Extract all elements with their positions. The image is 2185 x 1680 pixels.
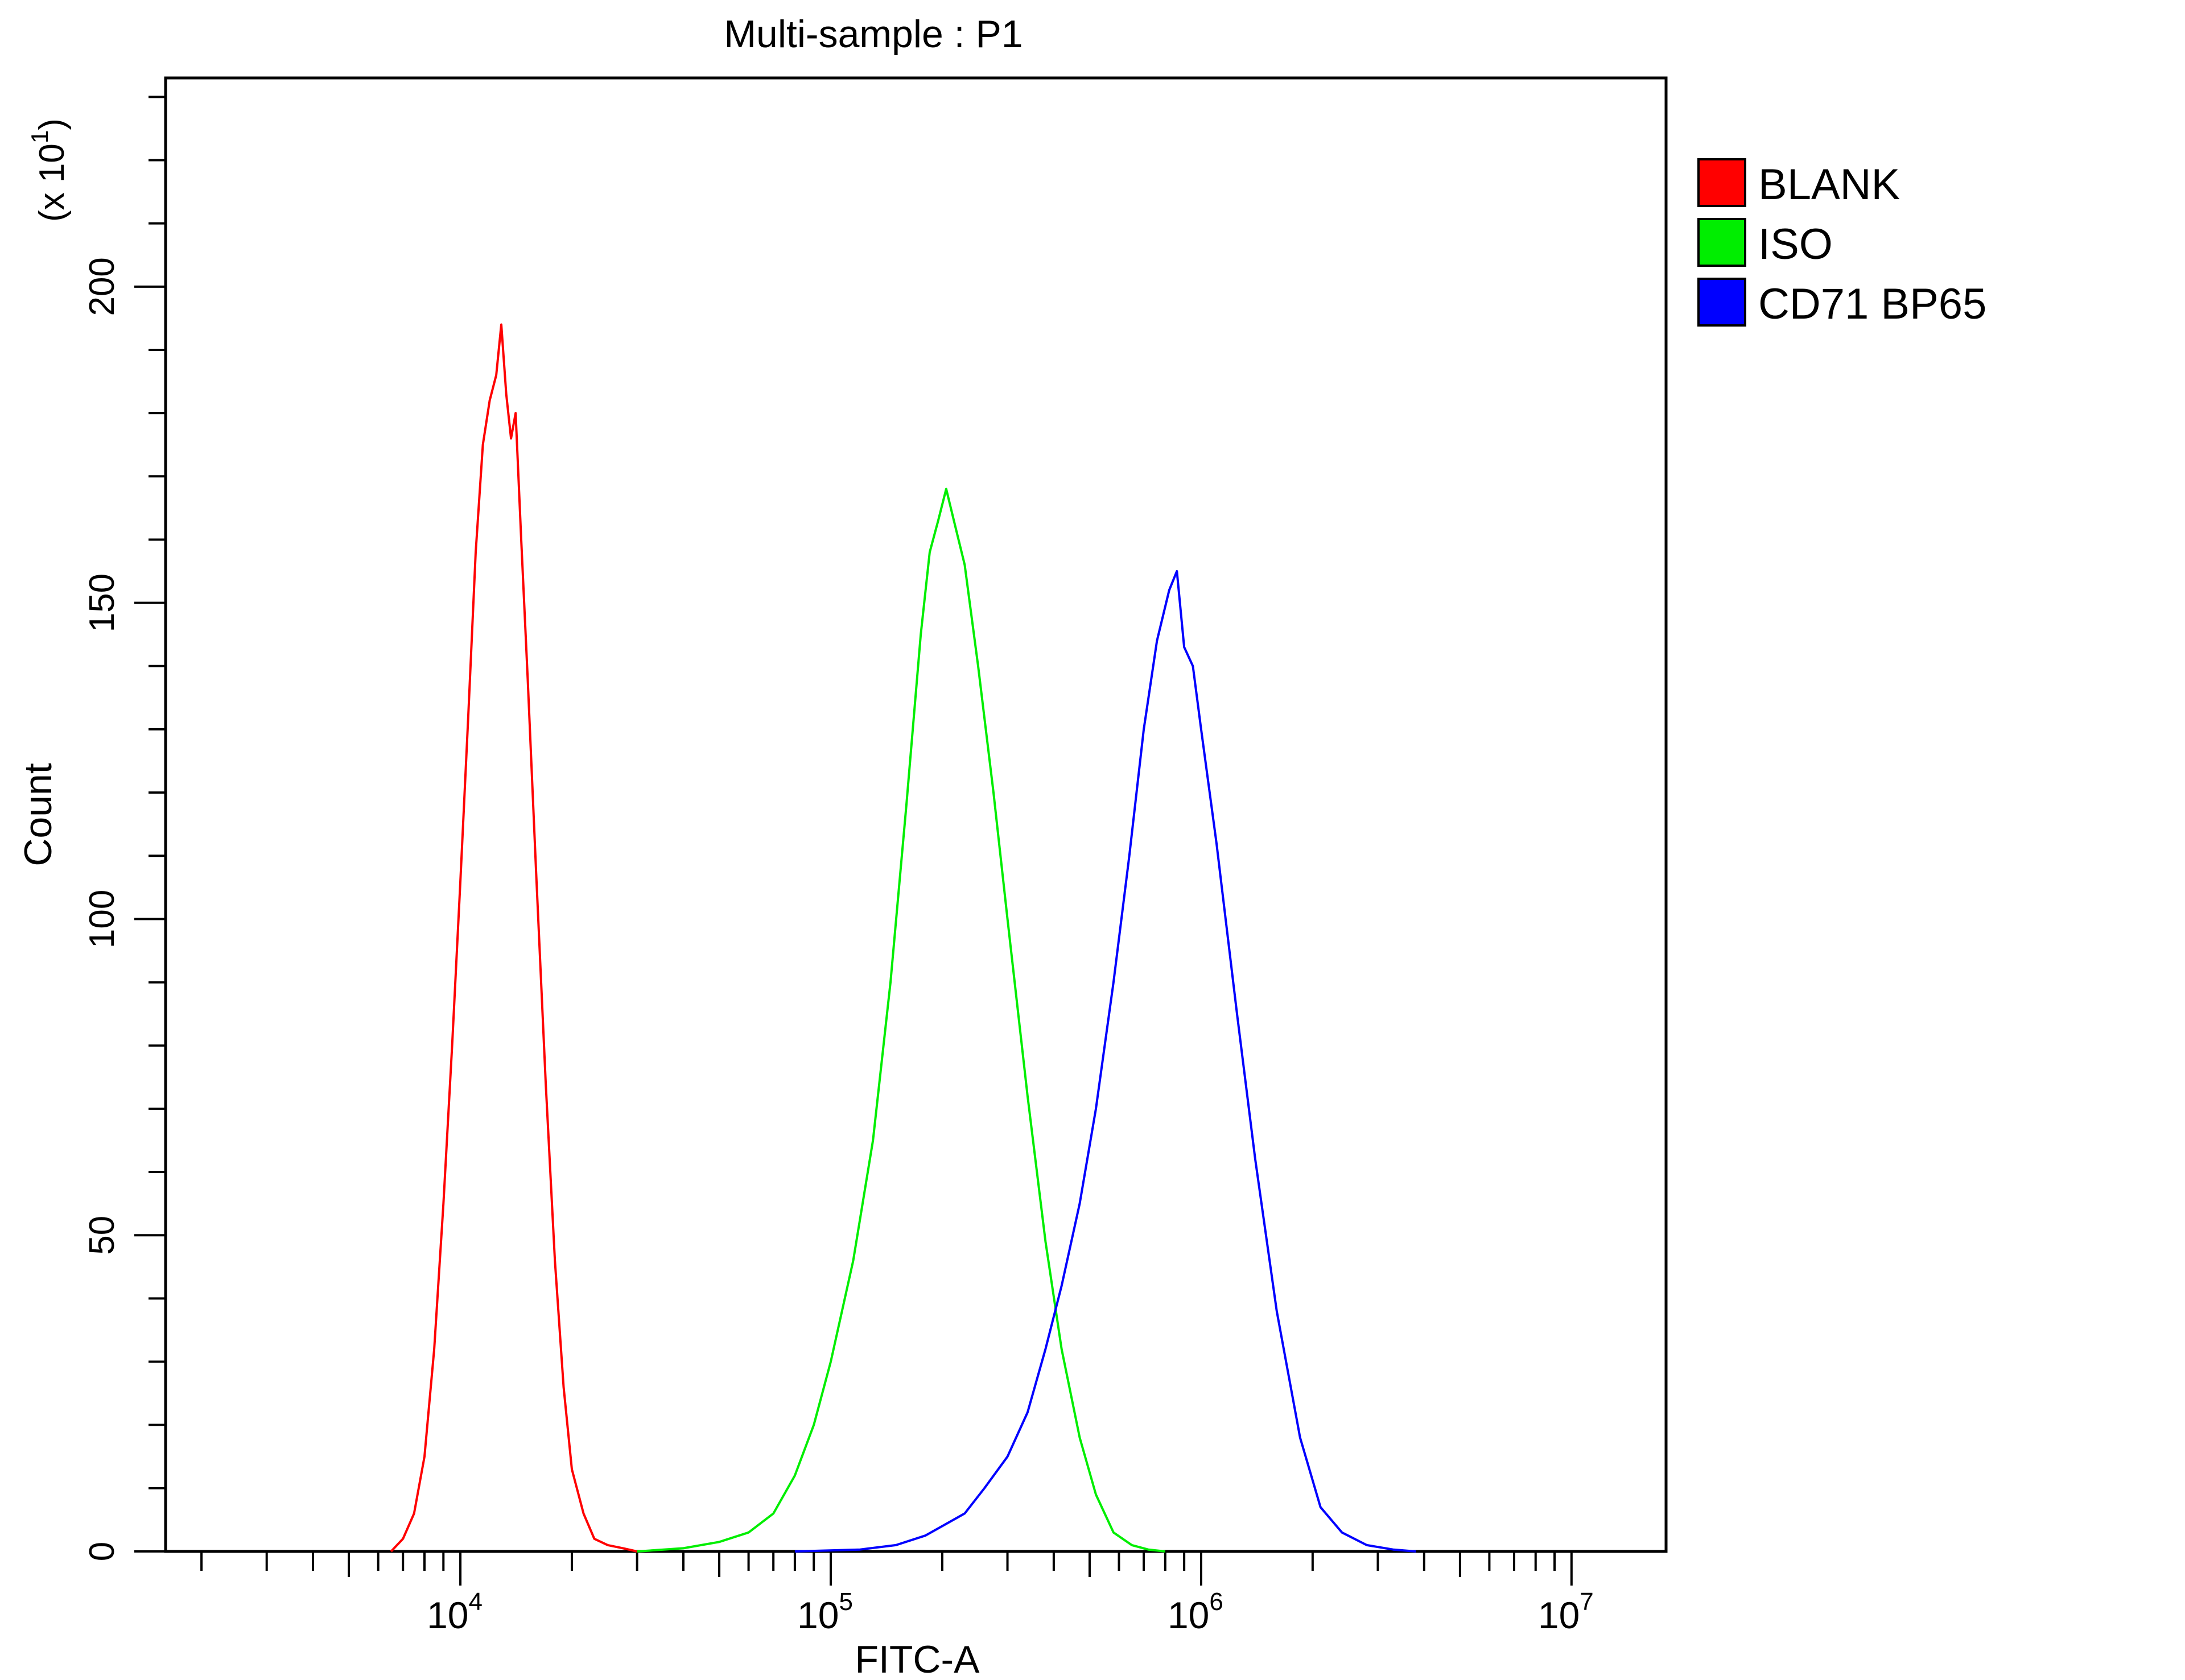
y-tick-label: 200 [83,257,122,316]
series-line-iso [637,488,1166,1553]
x-tick-base: 10 [797,1594,839,1636]
x-tick-base: 10 [1168,1594,1209,1636]
y-tick-label: 100 [83,890,122,948]
y-tick-label: 150 [83,573,122,632]
y-multiplier-suffix: ) [32,118,72,130]
legend-label: ISO [1758,220,1833,269]
y-axis-label: Count [17,763,60,866]
plot-frame [164,76,1668,1553]
y-multiplier-prefix: (x 10 [32,143,72,222]
x-tick-label: 105 [797,1588,853,1636]
x-tick-label: 104 [427,1588,483,1636]
y-tick-label: 50 [83,1216,122,1255]
series-line-blank [390,323,638,1553]
y-multiplier-exponent: 1 [26,130,53,143]
legend: BLANK ISO CD71 BP65 [1697,158,1986,328]
legend-label: BLANK [1758,160,1900,209]
x-axis-label: FITC-A [855,1638,980,1680]
chart-title: Multi-sample : P1 [724,13,1023,56]
x-tick-label: 106 [1168,1588,1223,1636]
legend-swatch [1697,278,1746,327]
legend-swatch [1697,158,1746,207]
x-tick-base: 10 [427,1594,468,1636]
x-tick-exponent: 5 [839,1588,852,1616]
x-tick-exponent: 7 [1580,1588,1593,1616]
x-tick-exponent: 4 [469,1588,483,1616]
x-axis-ticks: 104 105 106 107 [200,1551,1594,1636]
y-tick-label: 0 [83,1542,122,1561]
x-tick-exponent: 6 [1209,1588,1223,1616]
legend-swatch [1697,218,1746,267]
y-multiplier-label: (x 101) [26,118,72,222]
x-tick-base: 10 [1538,1594,1580,1636]
series-layer [390,323,1416,1553]
series-line-cd71-bp65 [794,570,1416,1553]
y-axis-ticks: 0 50 100 150 200 [83,96,166,1561]
x-tick-label: 107 [1538,1588,1594,1636]
legend-label: CD71 BP65 [1758,280,1986,328]
